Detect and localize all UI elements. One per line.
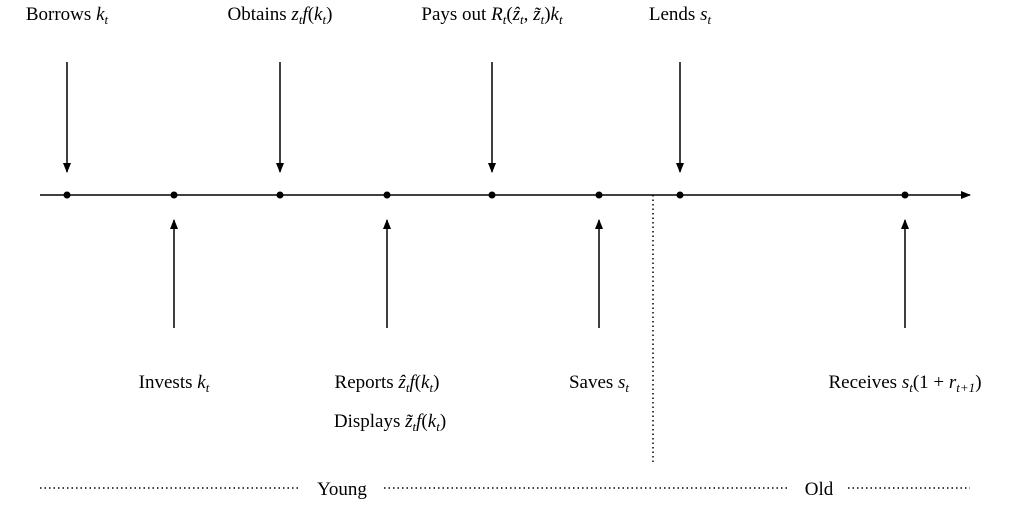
event-label: Reports ẑtf(kt) [335, 372, 440, 395]
dot [676, 191, 684, 199]
math-symbol: f [409, 372, 417, 393]
dot [488, 191, 496, 199]
subscript: t [406, 380, 410, 395]
subscript: t [541, 12, 545, 27]
math-symbol: ẑ [512, 4, 521, 25]
math-symbol: R [490, 4, 503, 25]
text: ) [326, 4, 332, 25]
math-symbol: k [314, 4, 323, 25]
math-symbol: k [421, 372, 430, 393]
text: ) [975, 372, 981, 393]
text: ( [415, 372, 421, 393]
math-symbol: k [551, 4, 560, 25]
text: Pays out [421, 4, 491, 25]
subscript: t [322, 12, 326, 27]
subscript: t [299, 12, 303, 27]
event-label: Saves st [569, 372, 629, 395]
dot [170, 191, 178, 199]
text: Displays [334, 411, 405, 432]
math-symbol: f [302, 4, 310, 25]
dot [63, 191, 71, 199]
subscript: t [503, 12, 507, 27]
text: ( [506, 4, 512, 25]
text: ) [544, 4, 550, 25]
text: ( [308, 4, 314, 25]
text: ( [421, 411, 427, 432]
event-label: Lends st [649, 4, 712, 27]
text: Invests [139, 372, 198, 393]
math-symbol: z [290, 4, 299, 25]
math-symbol: r [949, 372, 957, 393]
up-arrows [170, 219, 909, 328]
dot [276, 191, 284, 199]
math-symbol: z̃ [404, 411, 414, 432]
subscript: t [105, 12, 109, 27]
subscript: t [707, 12, 711, 27]
dot [383, 191, 391, 199]
down-arrows [63, 62, 684, 173]
subscript: t [413, 419, 417, 434]
dots [63, 191, 909, 199]
subscript: t [429, 380, 433, 395]
text: Saves [569, 372, 618, 393]
text: Lends [649, 4, 700, 25]
text: Borrows [26, 4, 96, 25]
event-label: Pays out Rt(ẑt, z̃t)kt [421, 4, 563, 27]
subscript: t [436, 419, 440, 434]
period-label: Old [805, 479, 834, 500]
dot [595, 191, 603, 199]
subscript: t+1 [956, 380, 975, 395]
event-label: Borrows kt [26, 4, 109, 27]
math-symbol: z̃ [532, 4, 542, 25]
dot [901, 191, 909, 199]
event-label: Obtains ztf(kt) [228, 4, 333, 27]
event-label: Receives st(1 + rt+1) [828, 372, 981, 395]
math-symbol: k [197, 372, 206, 393]
math-symbol: s [618, 372, 625, 393]
subscript: t [520, 12, 524, 27]
event-label: Displays z̃tf(kt) [334, 411, 446, 434]
text: , [524, 4, 534, 25]
text: Receives [828, 372, 901, 393]
subscript: t [559, 12, 563, 27]
math-symbol: s [700, 4, 707, 25]
subscript: t [909, 380, 913, 395]
text: ) [433, 372, 439, 393]
subscript: t [206, 380, 210, 395]
event-label: Invests kt [139, 372, 210, 395]
subscript: t [625, 380, 629, 395]
text: ) [440, 411, 446, 432]
text: Reports [335, 372, 399, 393]
text: (1 + [913, 372, 949, 393]
text: Obtains [228, 4, 292, 25]
period-label: Young [317, 479, 367, 500]
math-symbol: f [416, 411, 424, 432]
math-symbol: k [96, 4, 105, 25]
math-symbol: s [902, 372, 909, 393]
math-symbol: ẑ [397, 372, 406, 393]
math-symbol: k [428, 411, 437, 432]
